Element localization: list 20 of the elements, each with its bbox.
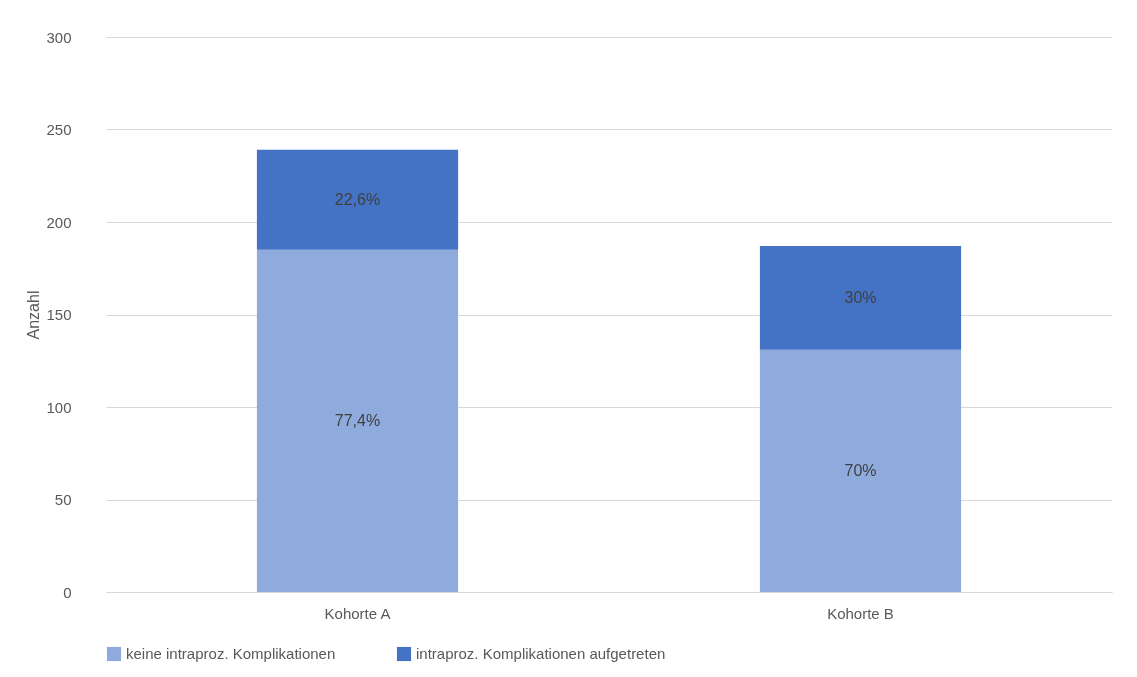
bar bbox=[759, 349, 962, 592]
annotation: 70% bbox=[844, 461, 877, 479]
y-axis-title: Anzahl bbox=[25, 290, 43, 340]
bar bbox=[256, 249, 459, 592]
bar bbox=[759, 246, 962, 350]
annotation: 22,6% bbox=[334, 190, 381, 208]
y-tick-label: 0 bbox=[63, 583, 72, 601]
x-tick-label: Kohorte A bbox=[324, 604, 391, 622]
x-tick-label: Kohorte B bbox=[827, 604, 894, 622]
y-tick-label: 200 bbox=[46, 213, 72, 231]
y-tick-label: 150 bbox=[46, 306, 72, 323]
legend-label: intraproz. Komplikationen aufgetreten bbox=[416, 645, 666, 662]
annotation: 30% bbox=[844, 288, 877, 306]
y-tick-label: 100 bbox=[46, 398, 72, 416]
bar bbox=[256, 149, 459, 250]
y-tick-label: 50 bbox=[54, 491, 72, 508]
y-tick-label: 300 bbox=[46, 28, 72, 46]
y-tick-label: 250 bbox=[46, 121, 72, 138]
annotation: 77,4% bbox=[334, 411, 381, 429]
legend-label: keine intraproz. Komplikationen bbox=[126, 645, 336, 662]
